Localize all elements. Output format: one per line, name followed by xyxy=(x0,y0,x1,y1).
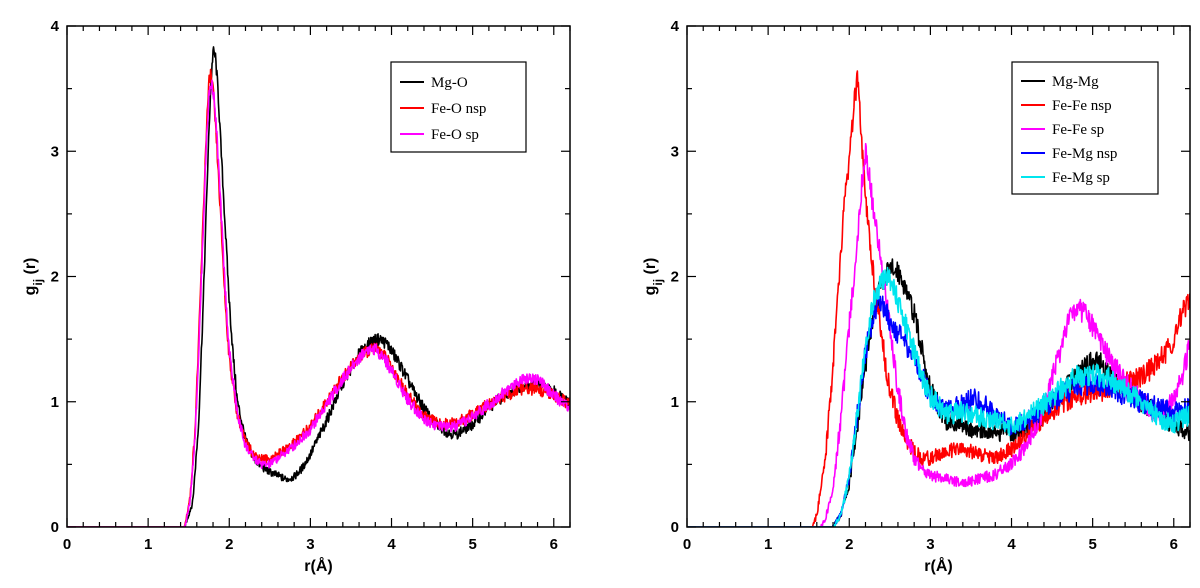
x-axis-label: r(Å) xyxy=(304,556,332,575)
x-tick-label: 5 xyxy=(1088,536,1096,553)
x-tick-label: 1 xyxy=(764,536,772,553)
y-axis-label: gij (r) xyxy=(22,258,45,296)
series-line-fe-fe-sp xyxy=(687,142,1190,527)
series-line-fe-mg-sp xyxy=(687,266,1190,527)
y-tick-label: 0 xyxy=(671,519,679,536)
y-tick-label: 1 xyxy=(51,394,59,411)
x-tick-label: 4 xyxy=(387,536,396,553)
legend: Mg-Mg Fe-Fe nsp Fe-Fe sp Fe-Mg nsp Fe-Mg sp xyxy=(1011,61,1159,195)
x-tick-label: 3 xyxy=(926,536,934,553)
y-tick-label: 3 xyxy=(51,143,59,160)
legend-label: Fe-Mg nsp xyxy=(1052,146,1117,162)
legend-label: Fe-Fe sp xyxy=(1052,122,1104,138)
legend-label: Fe-Mg sp xyxy=(1052,170,1110,186)
legend-label: Mg-Mg xyxy=(1052,74,1099,90)
x-tick-label: 0 xyxy=(63,536,71,553)
x-tick-label: 2 xyxy=(225,536,233,553)
x-tick-label: 6 xyxy=(550,536,558,553)
x-tick-label: 0 xyxy=(683,536,691,553)
x-tick-label: 5 xyxy=(468,536,476,553)
legend: Mg-O Fe-O nsp Fe-O sp xyxy=(390,61,527,153)
x-axis-label: r(Å) xyxy=(924,556,952,575)
x-tick-label: 6 xyxy=(1170,536,1178,553)
y-axis-label: gij (r) xyxy=(642,258,665,296)
x-tick-label: 4 xyxy=(1007,536,1016,553)
x-tick-label: 1 xyxy=(144,536,152,553)
y-tick-label: 1 xyxy=(671,394,679,411)
series-group xyxy=(67,46,570,527)
y-tick-label: 2 xyxy=(671,269,679,286)
legend-label: Fe-Fe nsp xyxy=(1052,98,1112,114)
legend-label: Fe-O nsp xyxy=(431,101,486,117)
chart-panel-2: 0 1 2 3 4 5 6 0 1 2 3 4 r(Å) gij (r) Mg-Mg Fe-Fe nsp Fe-… xyxy=(642,18,1191,575)
chart-panel-1: 0 1 2 3 4 5 6 0 1 2 3 4 r(Å) gij (r) Mg-O Fe-O nsp Fe-O … xyxy=(22,18,571,575)
x-tick-label: 2 xyxy=(845,536,853,553)
series-line-fe-o-sp xyxy=(67,79,570,527)
y-tick-label: 0 xyxy=(51,519,59,536)
x-tick-label: 3 xyxy=(306,536,314,553)
y-tick-label: 2 xyxy=(51,269,59,286)
series-group xyxy=(687,70,1190,527)
y-tick-label: 4 xyxy=(51,18,60,35)
legend-label: Mg-O xyxy=(431,75,468,91)
y-tick-label: 3 xyxy=(671,143,679,160)
series-line-fe-mg-nsp xyxy=(687,295,1190,527)
y-tick-label: 4 xyxy=(671,18,680,35)
legend-label: Fe-O sp xyxy=(431,127,479,143)
